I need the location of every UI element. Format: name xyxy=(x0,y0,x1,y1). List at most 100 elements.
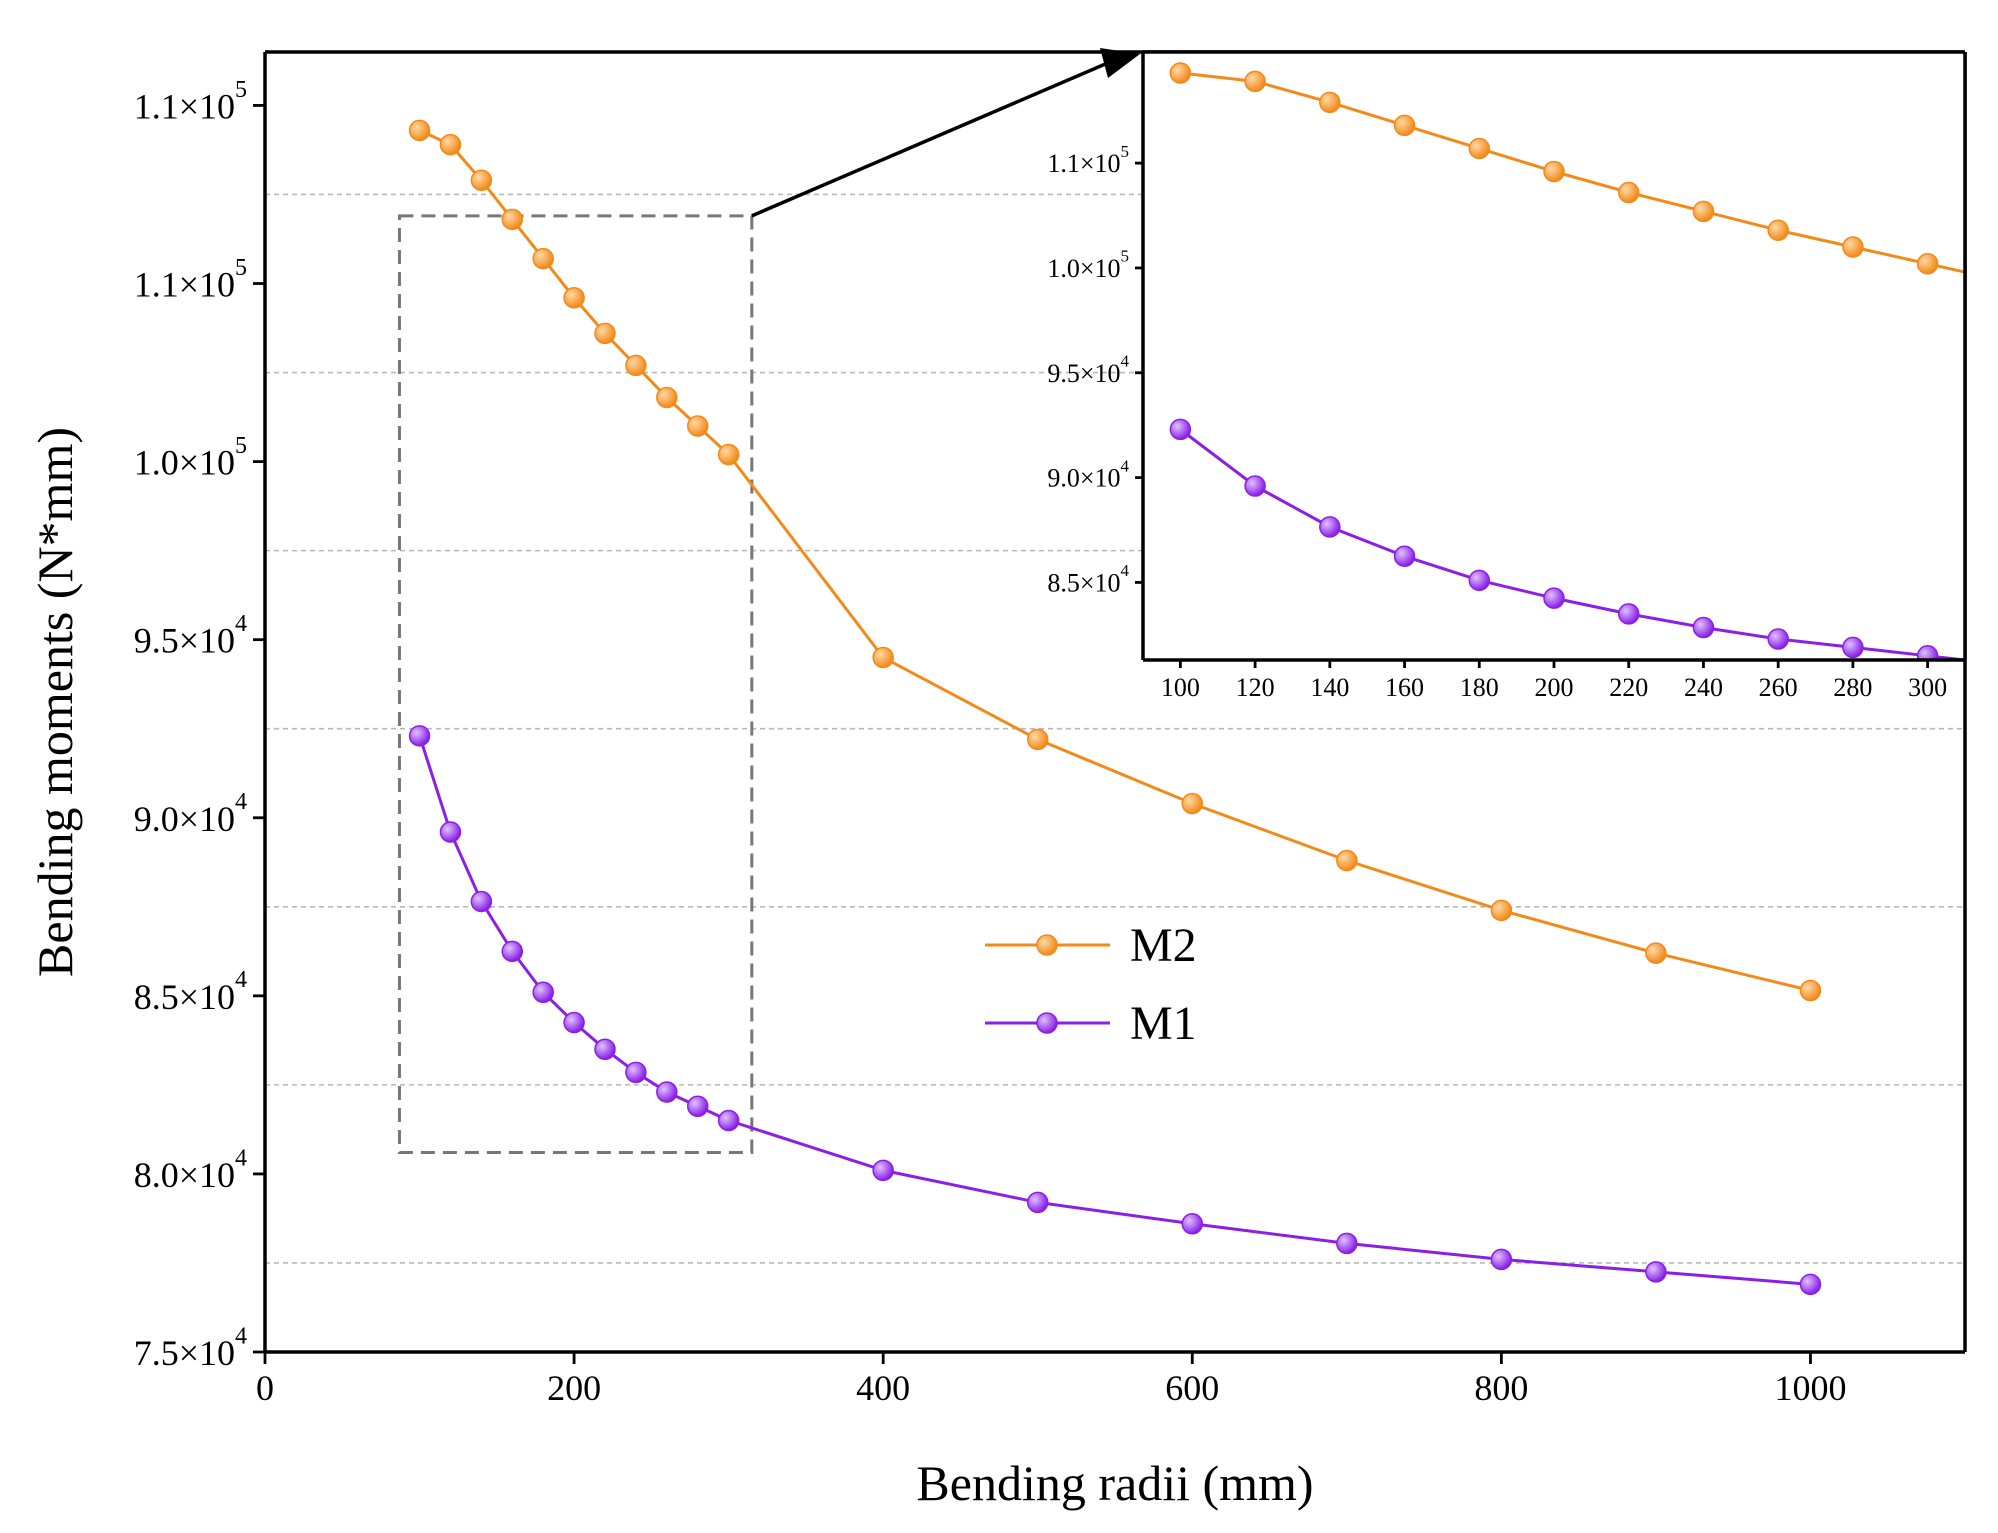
data-point-M2 xyxy=(1490,899,1513,922)
y-tick-label: 1.0×105 xyxy=(134,433,247,483)
main-chart: 0 200 400 600 800 10007.5×1048.0×1048.5×1049.… xyxy=(27,50,1967,1511)
x-tick-label: 240 xyxy=(1684,673,1723,702)
y-tick-label-exponent: 4 xyxy=(1121,351,1130,370)
data-point-M1 xyxy=(532,981,554,1004)
y-tick-label-mantissa: 1.1×10 xyxy=(134,265,235,305)
data-point-M1 xyxy=(470,890,493,913)
y-tick-label-exponent: 4 xyxy=(235,967,247,993)
data-point-M1 xyxy=(1767,628,1789,650)
data-point-M2 xyxy=(625,354,647,377)
x-tick-label: 140 xyxy=(1310,673,1349,702)
data-point-M2 xyxy=(501,208,524,231)
y-tick-label: 9.5×104 xyxy=(134,611,247,661)
data-point-M2 xyxy=(1767,219,1789,241)
y-tick-label-exponent: 5 xyxy=(235,255,247,281)
y-tick-label-exponent: 4 xyxy=(235,789,247,815)
y-tick-label-exponent: 5 xyxy=(1121,247,1130,266)
data-point-M2 xyxy=(686,415,709,437)
data-point-M2 xyxy=(1336,849,1358,872)
y-tick-label-mantissa: 9.5×10 xyxy=(134,621,235,661)
data-point-M1 xyxy=(872,1159,894,1182)
data-region xyxy=(1169,62,1965,660)
x-tick-label: 100 xyxy=(1161,673,1200,702)
data-point-M2 xyxy=(1842,236,1864,258)
x-tick-label: 200 xyxy=(547,1368,601,1408)
data-point-M2 xyxy=(439,133,462,156)
data-point-M2 xyxy=(1799,979,1822,1002)
legend-label-M2: M2 xyxy=(1130,919,1197,972)
x-tick-label: 0 xyxy=(256,1368,274,1408)
data-point-M1 xyxy=(1181,1213,1204,1235)
data-point-M1 xyxy=(439,821,462,843)
data-point-M2 xyxy=(1026,728,1049,751)
data-point-M1 xyxy=(408,725,431,747)
y-tick-label: 8.0×104 xyxy=(134,1145,247,1195)
data-point-M1 xyxy=(1319,516,1341,538)
data-point-M1 xyxy=(1645,1261,1667,1283)
data-point-M2 xyxy=(1617,181,1640,204)
data-point-M1 xyxy=(501,940,524,963)
x-tick-label: 200 xyxy=(1535,673,1574,702)
data-point-M2 xyxy=(563,287,585,309)
data-point-M1 xyxy=(1692,616,1715,639)
data-point-M2 xyxy=(408,119,431,142)
y-tick-label-mantissa: 1.0×10 xyxy=(1047,254,1120,283)
y-tick-label-mantissa: 8.5×10 xyxy=(134,977,235,1017)
y-tick-label-exponent: 4 xyxy=(1121,456,1130,475)
x-tick-label: 600 xyxy=(1165,1368,1219,1408)
y-tick-label: 1.1×105 xyxy=(134,255,247,305)
y-tick-label-mantissa: 1.1×10 xyxy=(1047,149,1120,178)
data-point-M1 xyxy=(594,1038,616,1061)
legend-label-M1: M1 xyxy=(1130,997,1197,1050)
data-point-M1 xyxy=(1842,636,1864,659)
data-point-M2 xyxy=(1181,792,1204,815)
data-point-M1 xyxy=(1916,645,1939,660)
data-point-M2 xyxy=(872,646,894,669)
y-tick-label-exponent: 5 xyxy=(235,433,247,459)
series-line-M2 xyxy=(1180,71,1965,274)
y-tick-label: 9.0×104 xyxy=(1047,456,1129,492)
x-tick-label: 180 xyxy=(1460,673,1499,702)
y-tick-label-mantissa: 8.0×10 xyxy=(134,1155,235,1195)
series-line-M1 xyxy=(418,735,1811,1286)
y-tick-label-exponent: 5 xyxy=(1121,142,1130,161)
data-point-M1 xyxy=(1393,545,1416,567)
y-tick-label-mantissa: 1.0×10 xyxy=(134,443,235,483)
series-line-M1 xyxy=(1179,428,1965,660)
data-point-M1 xyxy=(1244,475,1266,497)
data-point-M2 xyxy=(1319,91,1341,114)
y-tick-label-mantissa: 9.0×10 xyxy=(134,799,235,839)
x-tick-label: 1000 xyxy=(1774,1368,1846,1408)
y-axis-title: Bending moments (N*mm) xyxy=(27,427,83,977)
y-tick-label: 1.1×105 xyxy=(1047,142,1129,178)
data-point-M1 xyxy=(717,1109,740,1132)
y-tick-label: 9.5×104 xyxy=(1047,351,1129,387)
y-tick-label: 8.5×104 xyxy=(1047,561,1129,597)
data-point-M1 xyxy=(1468,569,1491,592)
x-tick-label: 120 xyxy=(1236,673,1275,702)
y-tick-label-exponent: 5 xyxy=(235,77,247,103)
x-tick-label: 280 xyxy=(1833,673,1872,702)
data-point-M1 xyxy=(1617,603,1640,625)
legend-marker-M2 xyxy=(1036,934,1058,956)
y-tick-label: 7.5×104 xyxy=(134,1323,247,1373)
x-tick-label: 300 xyxy=(1908,673,1947,702)
zoom-arrow-line xyxy=(751,60,1111,218)
data-point-M1 xyxy=(625,1061,647,1084)
data-point-M2 xyxy=(1543,160,1565,183)
data-point-M2 xyxy=(1393,114,1416,137)
data-point-M2 xyxy=(1169,62,1192,84)
data-point-M1 xyxy=(1026,1191,1049,1214)
x-tick-label: 260 xyxy=(1759,673,1798,702)
x-tick-label: 220 xyxy=(1609,673,1648,702)
data-point-M1 xyxy=(1543,587,1565,609)
data-point-M2 xyxy=(1468,137,1491,160)
data-point-M1 xyxy=(1799,1273,1822,1296)
data-point-M2 xyxy=(717,443,740,466)
y-tick-label-exponent: 4 xyxy=(1121,561,1130,580)
zoom-box xyxy=(397,214,754,1155)
data-point-M2 xyxy=(1916,253,1939,275)
legend-marker-M1 xyxy=(1036,1012,1058,1034)
data-point-M1 xyxy=(656,1081,678,1103)
